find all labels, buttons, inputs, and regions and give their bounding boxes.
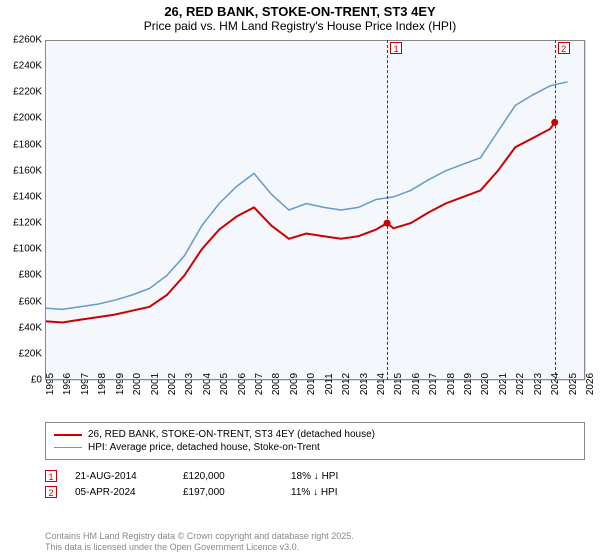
y-tick-label: £60K [2,296,42,307]
sale-badge: 2 [45,486,57,498]
sale-date: 21-AUG-2014 [75,471,165,482]
title-line1: 26, RED BANK, STOKE-ON-TRENT, ST3 4EY [0,4,600,19]
y-tick-label: £40K [2,322,42,333]
plot-lines [45,40,585,380]
sale-delta: 11% ↓ HPI [291,487,381,498]
legend: 26, RED BANK, STOKE-ON-TRENT, ST3 4EY (d… [45,422,585,460]
sale-price: £197,000 [183,487,273,498]
sale-price: £120,000 [183,471,273,482]
y-axis: £0£20K£40K£60K£80K£100K£120K£140K£160K£1… [2,40,42,380]
y-tick-label: £120K [2,218,42,229]
sale-delta: 18% ↓ HPI [291,471,381,482]
sale-row: 2 05-APR-2024 £197,000 11% ↓ HPI [45,486,585,498]
y-tick-label: £140K [2,191,42,202]
title-line2: Price paid vs. HM Land Registry's House … [0,19,600,33]
sale-row: 1 21-AUG-2014 £120,000 18% ↓ HPI [45,470,585,482]
marker-badge: 2 [558,42,570,54]
sale-date: 05-APR-2024 [75,487,165,498]
footer-line1: Contains HM Land Registry data © Crown c… [45,531,354,543]
footer: Contains HM Land Registry data © Crown c… [45,531,354,554]
x-axis: 1995199619971998199920002001200220032004… [45,380,585,420]
chart-area: £0£20K£40K£60K£80K£100K£120K£140K£160K£1… [45,40,585,380]
y-tick-label: £180K [2,139,42,150]
y-tick-label: £260K [2,35,42,46]
legend-row: 26, RED BANK, STOKE-ON-TRENT, ST3 4EY (d… [54,429,576,440]
y-tick-label: £0 [2,375,42,386]
marker-badge: 1 [390,42,402,54]
y-tick-label: £100K [2,244,42,255]
marker-line [387,40,388,380]
footer-line2: This data is licensed under the Open Gov… [45,542,354,554]
sales-table: 1 21-AUG-2014 £120,000 18% ↓ HPI 2 05-APR-202… [45,466,585,502]
y-tick-label: £80K [2,270,42,281]
y-tick-label: £220K [2,87,42,98]
legend-label: HPI: Average price, detached house, Stok… [88,442,320,453]
series-hpi [45,82,568,310]
x-tick-label: 2026 [585,373,596,395]
y-tick-label: £200K [2,113,42,124]
legend-swatch [54,447,82,449]
legend-label: 26, RED BANK, STOKE-ON-TRENT, ST3 4EY (d… [88,429,375,440]
y-tick-label: £240K [2,61,42,72]
y-tick-label: £160K [2,165,42,176]
series-subject [45,122,555,322]
sale-badge: 1 [45,470,57,482]
y-tick-label: £20K [2,348,42,359]
title-block: 26, RED BANK, STOKE-ON-TRENT, ST3 4EY Pr… [0,0,600,33]
marker-line [555,40,556,380]
legend-row: HPI: Average price, detached house, Stok… [54,442,576,453]
legend-swatch [54,434,82,436]
chart-container: 26, RED BANK, STOKE-ON-TRENT, ST3 4EY Pr… [0,0,600,560]
grid-line-v [585,40,586,380]
